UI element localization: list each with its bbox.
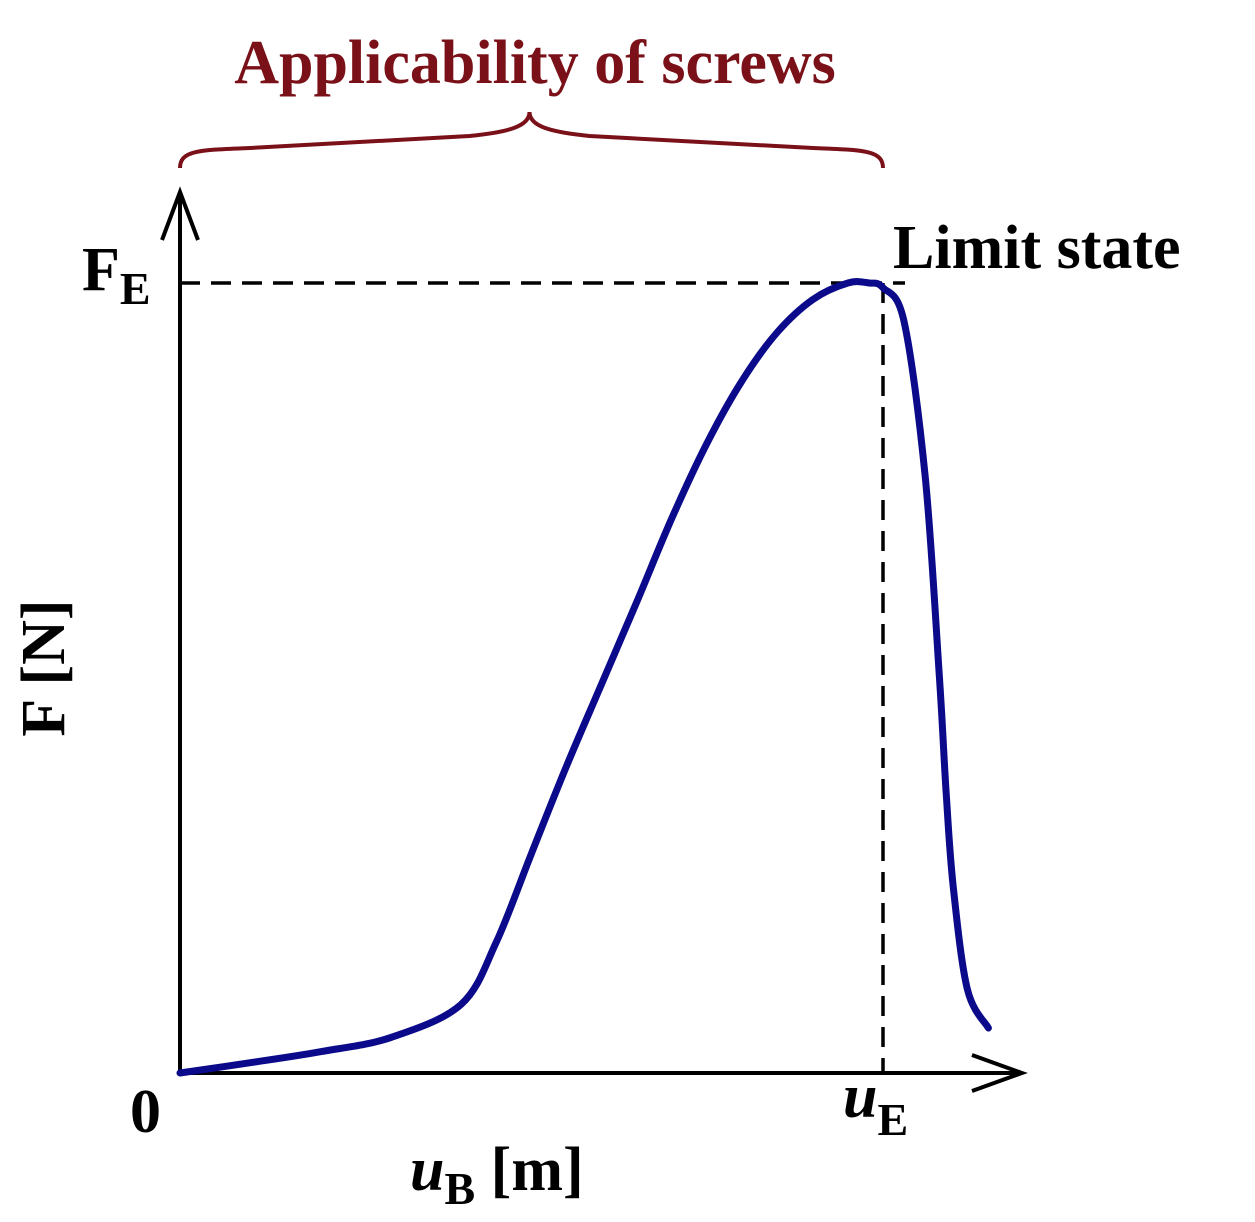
force-displacement-curve xyxy=(176,278,992,1077)
applicability-brace xyxy=(178,111,885,169)
fe-tick-label: FE xyxy=(82,236,151,314)
fe-sub: E xyxy=(120,263,151,314)
x-axis-label: uB [m] xyxy=(410,1136,584,1214)
fe-main: F xyxy=(82,236,120,304)
y-axis-label: F [N] xyxy=(10,599,78,736)
applicability-label: Applicability of screws xyxy=(234,29,836,97)
x-axis-label-sub: B xyxy=(444,1163,475,1214)
ue-main: u xyxy=(843,1063,877,1131)
ue-tick-label: uE xyxy=(843,1063,908,1145)
x-axis-label-main: u xyxy=(410,1136,444,1204)
x-axis-label-unit: [m] xyxy=(475,1136,583,1204)
x-axis-arrow xyxy=(971,1053,1028,1093)
ue-sub: E xyxy=(877,1094,908,1145)
limit-state-label: Limit state xyxy=(893,214,1181,282)
y-axis-arrow xyxy=(160,186,200,241)
origin-label: 0 xyxy=(130,1078,161,1146)
